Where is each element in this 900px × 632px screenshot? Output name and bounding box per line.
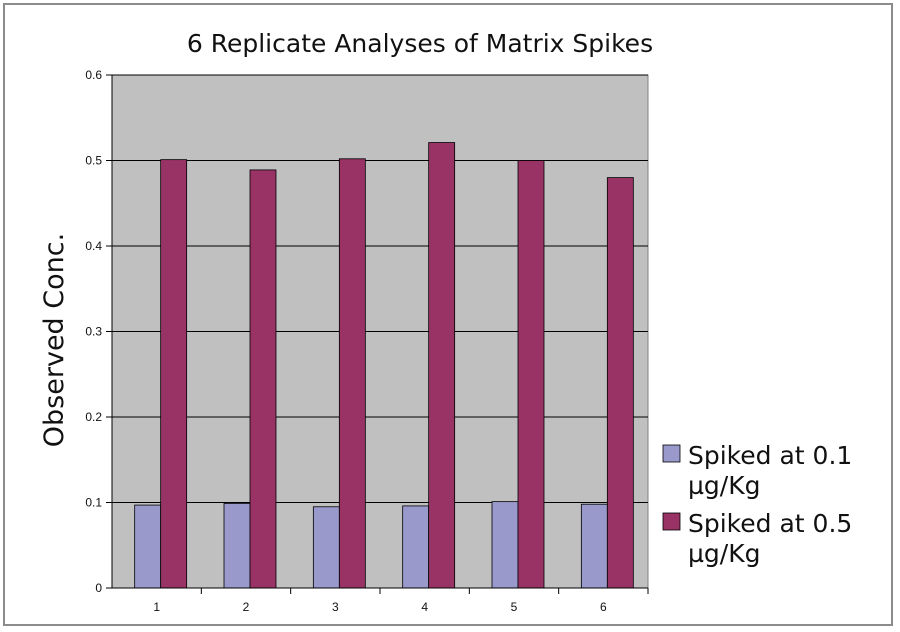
y-tick-label: 0.2 bbox=[85, 410, 102, 424]
x-tick-label: 3 bbox=[332, 600, 339, 614]
legend-label-line: Spiked at 0.1 bbox=[688, 441, 852, 470]
bar-series-2-cat-2 bbox=[249, 169, 277, 589]
y-tick-label: 0 bbox=[95, 581, 102, 595]
bar-series-2-cat-6 bbox=[606, 177, 634, 589]
x-axis-ticks: 1 2 3 4 5 6 bbox=[153, 588, 649, 614]
bar-series-1-cat-2 bbox=[223, 502, 251, 589]
legend-label-1: Spiked at 0.1 µg/Kg bbox=[688, 441, 852, 500]
bar-series-2-cat-1 bbox=[160, 159, 188, 589]
bar-series-1-cat-4 bbox=[402, 505, 430, 589]
bar-series-2-cat-4 bbox=[428, 142, 456, 589]
bar-series-1-cat-1 bbox=[134, 504, 162, 589]
bar-series-1-cat-3 bbox=[312, 506, 340, 589]
legend-label-line: µg/Kg bbox=[688, 539, 760, 568]
x-tick-label: 5 bbox=[511, 600, 518, 614]
y-tick-label: 0.3 bbox=[85, 325, 102, 339]
bar-series-2-cat-3 bbox=[338, 158, 366, 589]
legend-label-2: Spiked at 0.5 µg/Kg bbox=[688, 509, 852, 568]
x-tick-label: 2 bbox=[243, 600, 250, 614]
y-tick-label: 0.4 bbox=[85, 239, 102, 253]
chart-title: 6 Replicate Analyses of Matrix Spikes bbox=[187, 29, 653, 58]
y-tick-label: 0.5 bbox=[85, 154, 102, 168]
legend-swatch-2 bbox=[662, 512, 681, 531]
x-tick-label: 6 bbox=[600, 600, 607, 614]
bars bbox=[134, 142, 634, 589]
bar-series-1-cat-5 bbox=[491, 501, 519, 589]
x-tick-label: 4 bbox=[421, 600, 428, 614]
bar-series-2-cat-5 bbox=[517, 160, 545, 589]
bar-series-1-cat-6 bbox=[580, 503, 608, 589]
y-tick-label: 0.1 bbox=[85, 496, 102, 510]
gridlines bbox=[112, 74, 648, 503]
y-axis-ticks: 0 0.1 0.2 0.3 0.4 0.5 0.6 bbox=[85, 68, 112, 595]
x-tick-label: 1 bbox=[153, 600, 160, 614]
legend-label-line: Spiked at 0.5 bbox=[688, 509, 852, 538]
y-tick-label: 0.6 bbox=[85, 68, 102, 82]
y-axis-title: Observed Conc. bbox=[39, 233, 70, 447]
legend-swatch-1 bbox=[662, 444, 681, 463]
legend-label-line: µg/Kg bbox=[688, 471, 760, 500]
